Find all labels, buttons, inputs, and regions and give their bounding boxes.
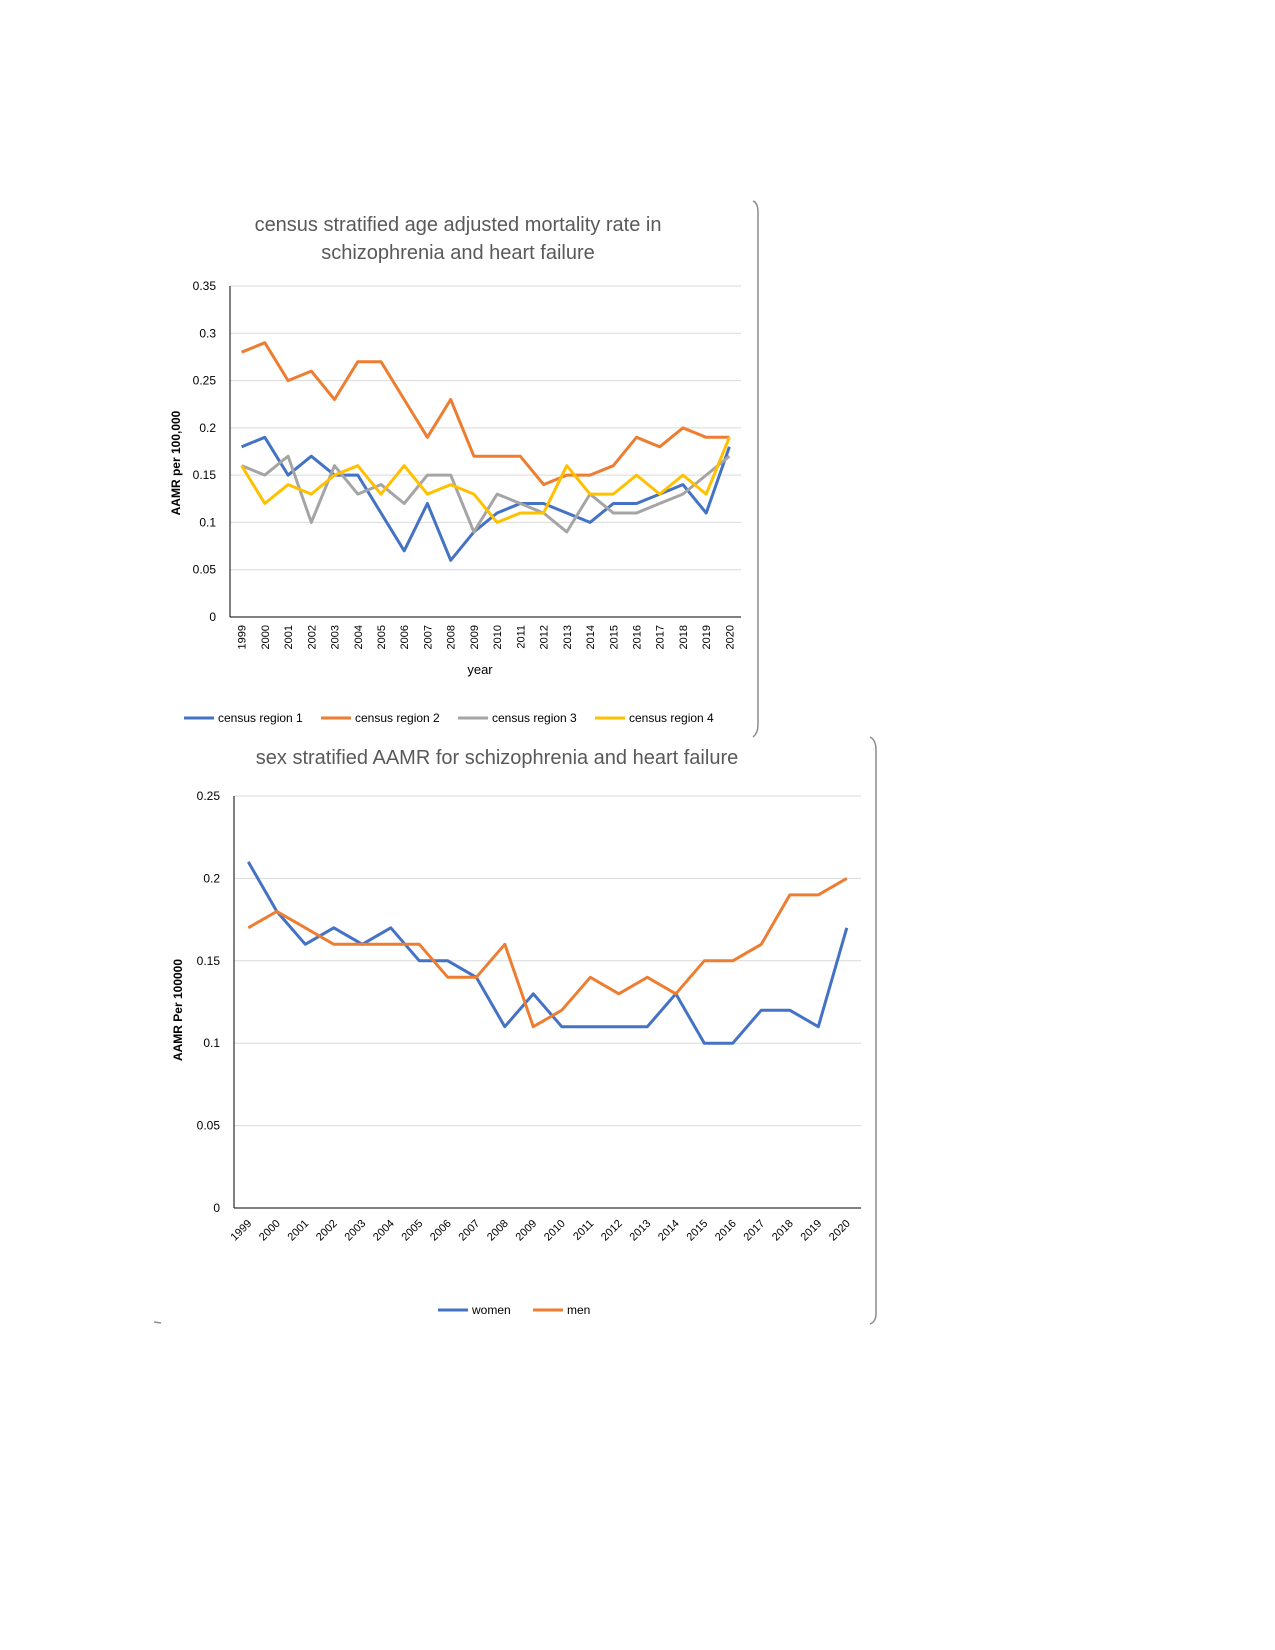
- x-tick-label: 2012: [539, 625, 551, 649]
- x-tick-label: 2012: [599, 1218, 625, 1244]
- x-tick-label: 1999: [237, 625, 249, 649]
- chart2-legend: women men: [438, 1303, 590, 1317]
- x-tick-label: 2001: [286, 1218, 312, 1244]
- legend-label: men: [567, 1303, 590, 1317]
- x-tick-label: 2018: [770, 1218, 796, 1244]
- x-tick-label: 2011: [515, 625, 527, 649]
- chart1-frame-bracket: [752, 200, 759, 738]
- x-tick-label: 2002: [306, 625, 318, 649]
- chart2-title: sex stratified AAMR for schizophrenia an…: [256, 747, 738, 769]
- chart1-legend: census region 1 census region 2 census reg…: [184, 711, 714, 725]
- chart1-series-lines: [240, 341, 731, 562]
- x-tick-label: 2016: [713, 1218, 739, 1244]
- chart1-y-tick-labels: 0 0.05 0.1 0.15 0.2 0.25 0.3 0.35: [193, 279, 217, 624]
- frame-decoration: [153, 200, 877, 1325]
- y-tick-label: 0.1: [199, 515, 216, 529]
- x-tick-label: 2018: [678, 625, 690, 649]
- x-tick-label: 2013: [562, 625, 574, 649]
- x-tick-label: 2008: [446, 625, 458, 649]
- x-tick-label: 2009: [469, 625, 481, 649]
- census-region-chart: census stratified age adjusted mortality…: [169, 214, 741, 725]
- legend-label: women: [471, 1303, 511, 1317]
- series-line-census-region-2: [241, 341, 730, 487]
- y-tick-label: 0: [209, 610, 216, 624]
- x-tick-label: 2005: [376, 625, 388, 649]
- chart1-title-line1: census stratified age adjusted mortality…: [255, 214, 662, 236]
- y-tick-label: 0.2: [203, 871, 220, 885]
- series-line-census-region-3: [241, 454, 731, 534]
- chart1-x-tick-labels: 1999 2000 2001 2002 2003 2004 2005 2006 2007 2008…: [237, 625, 737, 649]
- chart1-axes: [229, 286, 741, 618]
- x-tick-label: 2019: [799, 1218, 825, 1244]
- x-tick-label: 2015: [685, 1218, 711, 1244]
- x-tick-label: 2003: [330, 625, 342, 649]
- x-tick-label: 2010: [492, 625, 504, 649]
- x-tick-label: 2016: [631, 625, 643, 649]
- x-tick-label: 2015: [608, 625, 620, 649]
- x-tick-label: 2017: [742, 1218, 768, 1244]
- chart2-axes: [233, 796, 861, 1209]
- chart1-x-axis-label: year: [467, 662, 493, 677]
- y-tick-label: 0.15: [193, 468, 217, 482]
- y-tick-label: 0.2: [199, 421, 216, 435]
- x-tick-label: 2006: [428, 1218, 454, 1244]
- x-tick-label: 2010: [542, 1218, 568, 1244]
- x-tick-label: 2007: [457, 1218, 483, 1244]
- chart2-frame-bracket: [869, 736, 877, 1325]
- x-tick-label: 2004: [353, 625, 365, 649]
- x-tick-label: 2006: [399, 625, 411, 649]
- legend-label: census region 2: [355, 711, 440, 725]
- series-line-census-region-4: [240, 436, 731, 524]
- legend-label: census region 4: [629, 711, 714, 725]
- chart2-y-tick-labels: 0 0.05 0.1 0.15 0.2 0.25: [197, 789, 221, 1215]
- chart2-gridlines: [234, 795, 861, 1127]
- x-tick-label: 2014: [656, 1218, 682, 1244]
- sex-stratified-chart: sex stratified AAMR for schizophrenia an…: [171, 747, 861, 1317]
- x-tick-label: 2020: [827, 1218, 853, 1244]
- x-tick-label: 2009: [514, 1218, 540, 1244]
- chart1-y-axis-label: AAMR per 100,000: [169, 410, 183, 515]
- x-tick-label: 2000: [260, 625, 272, 649]
- x-tick-label: 2005: [400, 1218, 426, 1244]
- series-line-men: [247, 877, 848, 1029]
- x-tick-label: 2014: [585, 625, 597, 649]
- x-tick-label: 2004: [371, 1218, 397, 1244]
- y-tick-label: 0.3: [199, 326, 216, 340]
- x-tick-label: 2020: [724, 625, 736, 649]
- x-tick-label: 2000: [257, 1218, 283, 1244]
- chart2-y-axis-label: AAMR Per 100000: [171, 959, 185, 1061]
- y-tick-label: 0.15: [197, 954, 221, 968]
- y-tick-label: 0: [213, 1201, 220, 1215]
- series-line-census-region-1: [241, 435, 731, 562]
- x-tick-label: 2011: [571, 1218, 596, 1243]
- legend-label: census region 1: [218, 711, 303, 725]
- x-tick-label: 2003: [343, 1218, 369, 1244]
- chart1-gridlines: [230, 285, 741, 571]
- chart2-x-tick-labels: 1999 2000 2001 2002 2003 2004 2005 2006 2007 2008…: [229, 1218, 853, 1244]
- chart1-title-line2: schizophrenia and heart failure: [321, 242, 595, 264]
- x-tick-label: 2013: [628, 1218, 654, 1244]
- y-tick-label: 0.35: [193, 279, 217, 293]
- legend-label: census region 3: [492, 711, 577, 725]
- series-line-women: [247, 861, 849, 1045]
- chart2-series-lines: [247, 861, 849, 1045]
- x-tick-label: 2002: [314, 1218, 340, 1244]
- y-tick-label: 0.25: [193, 374, 217, 388]
- x-tick-label: 2017: [655, 625, 667, 649]
- x-tick-label: 2019: [701, 625, 713, 649]
- x-tick-label: 2008: [485, 1218, 511, 1244]
- x-tick-label: 2007: [422, 625, 434, 649]
- chart2-frame-tick: [153, 1321, 162, 1324]
- y-tick-label: 0.05: [193, 563, 217, 577]
- y-tick-label: 0.25: [197, 789, 221, 803]
- y-tick-label: 0.1: [203, 1036, 220, 1050]
- y-tick-label: 0.05: [197, 1119, 221, 1133]
- x-tick-label: 2001: [283, 625, 295, 649]
- x-tick-label: 1999: [229, 1218, 255, 1244]
